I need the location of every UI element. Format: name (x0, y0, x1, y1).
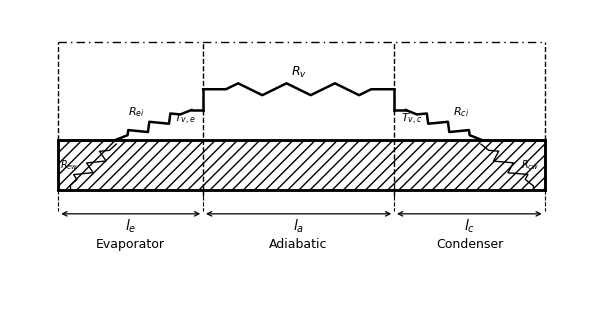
Text: $R_{cw}$: $R_{cw}$ (522, 158, 540, 172)
Text: $l_e$: $l_e$ (125, 218, 136, 235)
Text: $l_a$: $l_a$ (293, 218, 304, 235)
Text: $R_{ei}$: $R_{ei}$ (128, 105, 145, 119)
Text: $l_c$: $l_c$ (464, 218, 475, 235)
Text: $R_v$: $R_v$ (291, 65, 306, 80)
Text: $R_{ci}$: $R_{ci}$ (453, 105, 469, 119)
Text: $T_{v,e}$: $T_{v,e}$ (174, 112, 196, 128)
Bar (58, 140, 545, 190)
Text: $T_{v,c}$: $T_{v,c}$ (401, 112, 423, 128)
Text: Adiabatic: Adiabatic (270, 238, 328, 251)
Text: Condenser: Condenser (436, 238, 503, 251)
Text: $R_{ew}$: $R_{ew}$ (60, 158, 78, 172)
Text: Evaporator: Evaporator (96, 238, 165, 251)
